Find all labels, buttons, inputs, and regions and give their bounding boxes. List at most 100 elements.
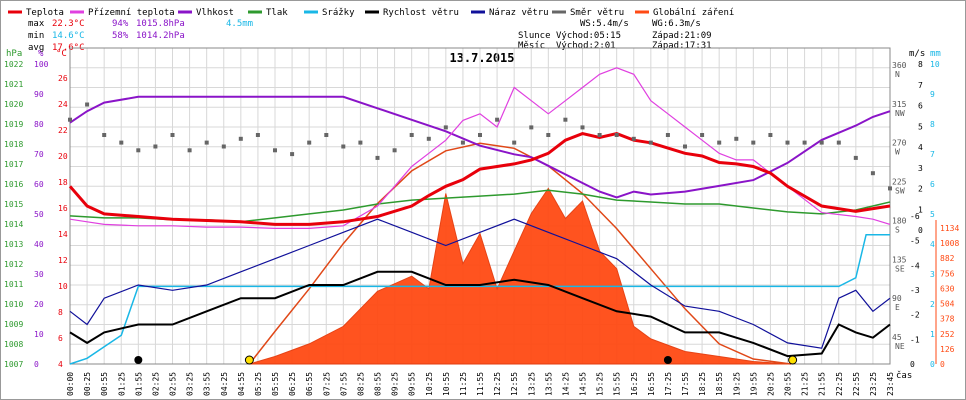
stat-label-min: min [28, 31, 44, 41]
axis-tick-wm2: 126 [940, 345, 955, 354]
axis-tick-pct: 80 [34, 120, 44, 129]
axis-tick-pct: 60 [34, 180, 44, 189]
axis-tick-time: 20:25 [766, 372, 775, 396]
axis-tick-time: 17:55 [681, 372, 690, 396]
axis-tick-time: 04:25 [220, 372, 229, 396]
axis-tick-ms: 3 [918, 164, 923, 173]
axis-tick-ms-neg: 0 [910, 360, 915, 369]
axis-tick-pct: 20 [34, 300, 44, 309]
wind-direction-point [290, 152, 295, 157]
series-ground-temperature [69, 67, 891, 229]
axis-unit-pct: % [38, 49, 44, 59]
wind-direction-point [580, 125, 585, 130]
axis-tick-hpa: 1012 [4, 260, 23, 269]
axis-tick-ms: 4 [918, 143, 923, 152]
axis-tick-mm: 7 [930, 150, 935, 159]
axis-tick-time: 14:25 [561, 372, 570, 396]
legend-label: Srážky [322, 8, 355, 18]
wind-direction-point [888, 186, 892, 191]
axis-tick-pct: 40 [34, 240, 44, 249]
axis-tick-dir-deg: 315 [892, 100, 907, 109]
axis-tick-time: 03:25 [186, 372, 195, 396]
axis-tick-dir-deg: 225 [892, 178, 907, 187]
axis-tick-time: 02:25 [151, 372, 160, 396]
axis-tick-hpa: 1010 [4, 300, 23, 309]
info-ws: WS:5.4m/s [580, 19, 629, 29]
axis-tick-time: 22:55 [852, 372, 861, 396]
axis-tick-hpa: 1020 [4, 100, 23, 109]
wind-direction-point [614, 133, 619, 137]
info-sunset: Západ:21:09 [652, 31, 712, 41]
stat-label-avg: avg [28, 43, 44, 53]
axis-tick-mm: 3 [930, 270, 935, 279]
axis-tick-degc: 18 [58, 178, 68, 187]
wind-direction-point [255, 133, 260, 137]
axis-tick-time: 08:55 [374, 372, 383, 396]
wind-direction-point [597, 133, 602, 137]
axis-tick-time: 01:25 [117, 372, 126, 396]
wind-direction-point [68, 117, 72, 122]
axis-tick-wm2: 504 [940, 300, 955, 309]
wind-direction-point [631, 136, 636, 141]
legend-label: Vlhkost [196, 8, 234, 18]
axis-tick-hpa: 1022 [4, 60, 23, 69]
stat-max-hum: 94% [112, 19, 129, 29]
axis-tick-wm2: 1008 [940, 239, 959, 248]
axis-tick-time: 00:55 [100, 372, 109, 396]
axis-tick-time: 22:25 [835, 372, 844, 396]
axis-tick-pct: 70 [34, 150, 44, 159]
info-moonset: Západ:17:31 [652, 41, 712, 51]
axis-tick-ms-neg: -1 [910, 335, 920, 344]
wind-direction-point [358, 140, 363, 145]
axis-tick-mm: 9 [930, 90, 935, 99]
axis-tick-pct: 30 [34, 270, 44, 279]
axis-tick-wm2: 378 [940, 315, 955, 324]
axis-tick-time: 05:25 [254, 372, 263, 396]
axis-tick-time: 05:55 [271, 372, 280, 396]
series-radiation-area [249, 187, 791, 365]
axis-tick-time: 10:55 [442, 372, 451, 396]
axis-tick-degc: 12 [58, 256, 68, 265]
wind-direction-point [136, 148, 141, 153]
wind-direction-point [375, 155, 380, 160]
axis-tick-ms: 8 [918, 60, 923, 69]
axis-tick-dir-deg: 270 [892, 139, 907, 148]
axis-tick-hpa: 1017 [4, 160, 23, 169]
wind-direction-point [717, 140, 722, 145]
axis-tick-ms: 6 [918, 102, 923, 111]
wind-direction-point [546, 133, 551, 137]
stat-label-max: max [28, 19, 45, 29]
wind-direction-point [443, 125, 448, 130]
axis-tick-mm: 4 [930, 240, 935, 249]
axis-tick-degc: 24 [58, 100, 68, 109]
axis-unit-degc: °C [56, 49, 67, 59]
wind-direction-point [529, 125, 534, 130]
wind-direction-point [221, 144, 226, 149]
axis-tick-wm2: 630 [940, 284, 955, 293]
series-humidity [69, 95, 891, 199]
axis-tick-degc: 16 [58, 204, 68, 213]
axis-tick-hpa: 1009 [4, 320, 23, 329]
axis-tick-time: 16:55 [647, 372, 656, 396]
axis-tick-time: 06:25 [288, 372, 297, 396]
wind-direction-point [512, 140, 517, 145]
axis-tick-pct: 100 [34, 60, 49, 69]
axis-tick-ms-neg: -3 [910, 286, 920, 295]
axis-tick-ms-neg: -6 [910, 212, 920, 221]
axis-tick-time: 17:25 [664, 372, 673, 396]
axis-tick-degc: 26 [58, 74, 68, 83]
wind-direction-point [273, 148, 277, 153]
axis-tick-degc: 20 [58, 152, 68, 161]
stat-max-press: 1015.8hPa [136, 19, 185, 29]
axis-tick-hpa: 1021 [4, 80, 23, 89]
axis-tick-dir-name: S [895, 225, 900, 234]
wind-direction-point [683, 144, 687, 149]
axis-tick-dir-name: SE [895, 264, 905, 273]
axis-tick-mm: 5 [930, 210, 935, 219]
axis-tick-hpa: 1008 [4, 340, 23, 349]
axis-tick-dir-name: N [895, 70, 900, 79]
axis-tick-time: 16:25 [630, 372, 639, 396]
wind-direction-point [204, 140, 209, 145]
wind-direction-point [460, 140, 465, 145]
